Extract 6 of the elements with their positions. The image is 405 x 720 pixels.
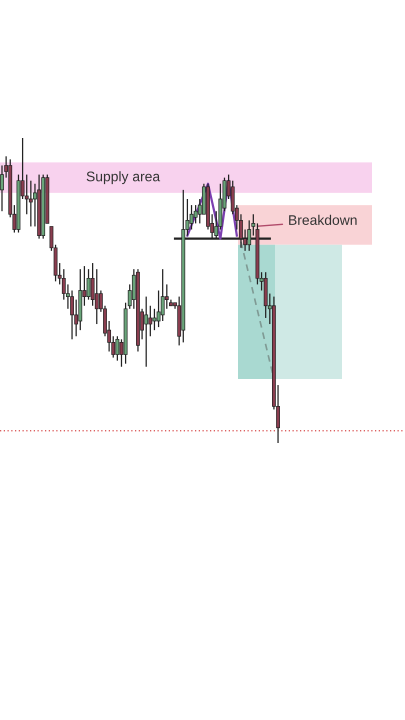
candlestick bbox=[152, 308, 156, 331]
candlestick bbox=[144, 296, 148, 368]
annotation: Breakdown bbox=[289, 214, 357, 225]
band-label: Supply area bbox=[86, 171, 160, 184]
candlestick bbox=[148, 305, 152, 337]
candlestick bbox=[160, 268, 165, 322]
